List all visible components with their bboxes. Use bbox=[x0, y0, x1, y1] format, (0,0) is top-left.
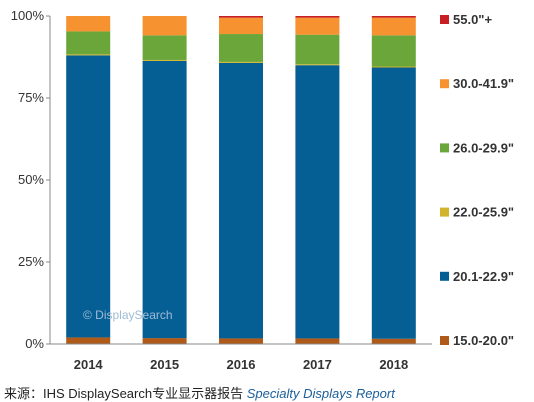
bars bbox=[66, 16, 416, 344]
bar-segment-2017-26-0-29-9 bbox=[295, 34, 340, 65]
legend-swatch-55-0 bbox=[440, 15, 449, 24]
bar-segment-2018-20-1-22-9 bbox=[371, 67, 416, 339]
bar-segment-2015-22-0-25-9 bbox=[142, 59, 187, 61]
bar-segment-2015-26-0-29-9 bbox=[142, 35, 187, 60]
bar-segment-2014-15-0-20-0 bbox=[66, 337, 111, 344]
bar-segment-2016-15-0-20-0 bbox=[219, 338, 263, 344]
legend-label-15-0-20-0: 15.0-20.0" bbox=[453, 333, 514, 348]
legend-swatch-22-0-25-9 bbox=[440, 207, 449, 217]
source-prefix: 来源：IHS DisplaySearch专业显示器报告 bbox=[4, 386, 247, 401]
watermark: © DisplaySearch bbox=[83, 308, 173, 322]
legend-label-26-0-29-9: 26.0-29.9" bbox=[453, 140, 514, 155]
legend-label-22-0-25-9: 22.0-25.9" bbox=[453, 205, 514, 220]
bar-segment-2016-55-0 bbox=[219, 16, 263, 18]
y-tick-label: 100% bbox=[11, 8, 45, 23]
bar-segment-2014-30-0-41-9 bbox=[66, 16, 111, 32]
bar-segment-2016-20-1-22-9 bbox=[219, 62, 263, 339]
bar-segment-2014-20-1-22-9 bbox=[66, 55, 111, 338]
bar-segment-2017-55-0 bbox=[295, 16, 340, 18]
x-tick-label: 2018 bbox=[379, 357, 408, 372]
bar-segment-2015-20-1-22-9 bbox=[142, 60, 187, 339]
y-tick-label: 50% bbox=[18, 172, 44, 187]
bar-segment-2015-30-0-41-9 bbox=[142, 16, 187, 36]
bar-segment-2018-15-0-20-0 bbox=[371, 338, 416, 344]
legend-swatch-30-0-41-9 bbox=[440, 79, 449, 89]
bar-segment-2017-20-1-22-9 bbox=[295, 65, 340, 339]
bar-segment-2018-55-0 bbox=[371, 16, 416, 18]
legend-swatch-20-1-22-9 bbox=[440, 271, 449, 281]
legend-label-20-1-22-9: 20.1-22.9" bbox=[453, 269, 514, 284]
bar-segment-2016-22-0-25-9 bbox=[219, 61, 263, 63]
x-axis: 2014 2015 2016 2017 2018 bbox=[50, 343, 432, 372]
source-report-name: Specialty Displays Report bbox=[246, 386, 395, 401]
legend-swatch-15-0-20-0 bbox=[440, 336, 449, 345]
bar-segment-2018-26-0-29-9 bbox=[371, 35, 416, 67]
bar-segment-2014-22-0-25-9 bbox=[66, 54, 111, 56]
y-tick-label: 25% bbox=[18, 254, 44, 269]
bar-segment-2018-22-0-25-9 bbox=[371, 66, 416, 68]
x-tick-label: 2015 bbox=[150, 357, 179, 372]
y-tick-label: 0% bbox=[25, 336, 44, 351]
y-tick-label: 75% bbox=[18, 90, 44, 105]
x-tick-label: 2017 bbox=[303, 357, 332, 372]
bar-segment-2017-30-0-41-9 bbox=[295, 17, 340, 35]
y-axis: 0% 25% 50% 75% 100% bbox=[11, 8, 51, 351]
x-tick-label: 2014 bbox=[74, 357, 104, 372]
bar-segment-2016-30-0-41-9 bbox=[219, 17, 263, 35]
legend: 55.0"+ 30.0-41.9" 26.0-29.9" 22.0-25.9" 20.1… bbox=[440, 12, 514, 348]
stacked-bar-chart: 0% 25% 50% 75% 100% 2014 2015 2016 2017 2018 55.… bbox=[11, 8, 514, 372]
bar-segment-2018-30-0-41-9 bbox=[371, 17, 416, 36]
x-tick-label: 2016 bbox=[227, 357, 256, 372]
source-caption: 来源：IHS DisplaySearch专业显示器报告 Specialty Di… bbox=[4, 383, 395, 402]
bar-segment-2014-26-0-29-9 bbox=[66, 31, 111, 55]
bar-segment-2015-15-0-20-0 bbox=[142, 338, 187, 344]
bar-segment-2017-15-0-20-0 bbox=[295, 338, 340, 344]
bar-segment-2016-26-0-29-9 bbox=[219, 34, 263, 62]
bar-segment-2017-22-0-25-9 bbox=[295, 64, 340, 66]
legend-label-55-0: 55.0"+ bbox=[453, 12, 492, 27]
legend-label-30-0-41-9: 30.0-41.9" bbox=[453, 76, 514, 91]
legend-swatch-26-0-29-9 bbox=[440, 143, 449, 153]
